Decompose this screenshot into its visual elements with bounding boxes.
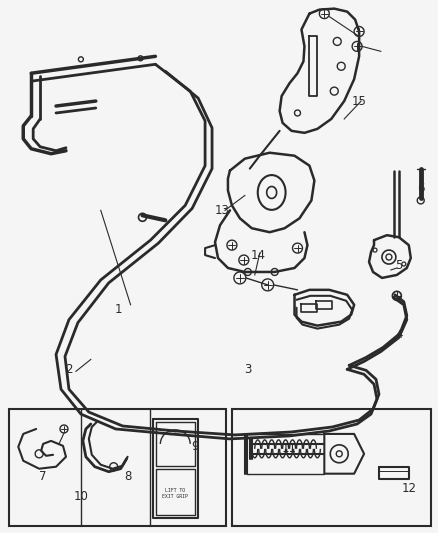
Text: 4: 4 — [394, 328, 402, 341]
Text: 1: 1 — [115, 303, 122, 316]
Text: 12: 12 — [400, 482, 415, 495]
Text: 13: 13 — [214, 204, 229, 217]
Text: 7: 7 — [39, 470, 47, 483]
Bar — [9, 409, 226, 527]
Text: 6: 6 — [416, 182, 424, 195]
Text: 2: 2 — [65, 363, 73, 376]
Text: 5: 5 — [394, 259, 402, 271]
Text: 15: 15 — [351, 94, 366, 108]
Text: 10: 10 — [73, 490, 88, 503]
Bar — [231, 409, 430, 527]
Text: LIFT TO
EXIT GRIP: LIFT TO EXIT GRIP — [162, 488, 188, 499]
Text: 14: 14 — [250, 248, 265, 262]
Text: 8: 8 — [124, 470, 131, 483]
Text: 3: 3 — [244, 363, 251, 376]
Text: 9: 9 — [191, 440, 198, 454]
Text: 11: 11 — [281, 442, 297, 455]
